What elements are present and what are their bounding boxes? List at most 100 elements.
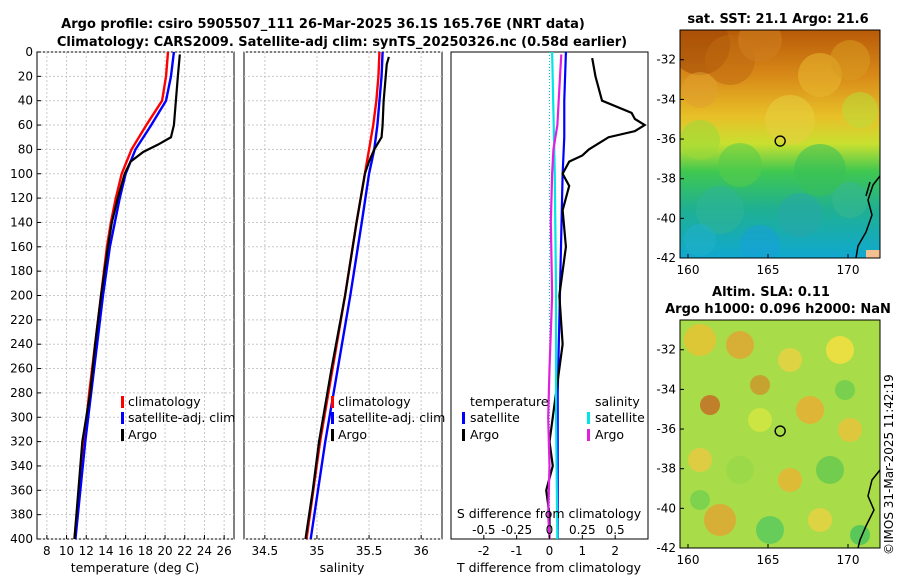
- sla-texture-patch: [816, 456, 844, 484]
- y-tick-label: 160: [10, 240, 33, 254]
- map-y-tick-label: -40: [656, 211, 676, 225]
- x-tick-label: 12: [79, 544, 94, 558]
- legend-label-climatology: climatology: [338, 394, 411, 409]
- series-line-argo: [73, 54, 181, 540]
- top-x-tick-label: -0.25: [501, 523, 532, 537]
- salinity-xlabel: salinity: [320, 560, 365, 575]
- legend-swatch-satellite: [121, 412, 124, 424]
- y-tick-label: 80: [18, 142, 33, 156]
- y-tick-label: 280: [10, 386, 33, 400]
- series-line-t-satellite: [556, 51, 568, 539]
- y-tick-label: 100: [10, 167, 33, 181]
- map-y-tick-label: -42: [656, 541, 676, 555]
- sst-texture-patch: [778, 193, 822, 237]
- sst-texture-patch: [718, 143, 762, 187]
- map-x-tick-label: 165: [757, 553, 780, 567]
- top-x-tick-label: 0.25: [569, 523, 596, 537]
- y-tick-label: 260: [10, 362, 33, 376]
- y-tick-label: 120: [10, 191, 33, 205]
- map-y-tick-label: -34: [656, 382, 676, 396]
- temperature-panel: 8 10 12 14 16 18 20 22 24 26020406080100120140160…: [10, 45, 235, 575]
- legend-swatch-climatology: [331, 396, 334, 408]
- y-tick-label: 400: [10, 532, 33, 546]
- sst-texture-patch: [696, 186, 744, 234]
- x-tick-label: 36: [414, 544, 429, 558]
- map-y-tick-label: -38: [656, 172, 676, 186]
- x-tick-label: 26: [217, 544, 232, 558]
- y-tick-label: 320: [10, 435, 33, 449]
- y-tick-label: 360: [10, 483, 33, 497]
- sla-texture-patch: [835, 380, 855, 400]
- sst-texture-patch: [680, 120, 720, 160]
- map-y-tick-label: -38: [656, 462, 676, 476]
- x-tick-label: 35.5: [356, 544, 383, 558]
- x-tick-label: 2: [611, 544, 619, 558]
- map-y-tick-label: -32: [656, 343, 676, 357]
- x-tick-label: 35: [309, 544, 324, 558]
- x-tick-label: 20: [157, 544, 172, 558]
- top-x-tick-label: -0.5: [472, 523, 495, 537]
- legend-swatch-s-argo: [587, 429, 590, 441]
- map-y-tick-label: -34: [656, 92, 676, 106]
- x-tick-label: 16: [118, 544, 133, 558]
- x-tick-label: 8: [43, 544, 51, 558]
- sla-texture-patch: [756, 516, 784, 544]
- map-x-tick-label: 160: [677, 553, 700, 567]
- difference-panel: -2 -1 0 1 2 T difference from climatology S …: [450, 51, 649, 575]
- sla-texture-patch: [690, 490, 710, 510]
- legend-label-argo: Argo: [128, 427, 157, 442]
- legend-label-t-satellite: satellite: [470, 410, 520, 425]
- sla-texture-patch: [726, 456, 754, 484]
- sla-map-subtitle: Argo h1000: 0.096 h2000: NaN: [665, 302, 891, 317]
- sst-map-title: sat. SST: 21.1 Argo: 21.6: [687, 12, 868, 27]
- series-line-s-satellite: [551, 51, 559, 540]
- sla-texture-patch: [748, 408, 772, 432]
- sst-texture-patch: [794, 144, 846, 196]
- y-tick-label: 340: [10, 459, 33, 473]
- y-tick-label: 60: [18, 118, 33, 132]
- legend-label-climatology: climatology: [128, 394, 201, 409]
- x-tick-label: 1: [579, 544, 587, 558]
- salinity-legend: climatology satellite-adj. clim Argo: [331, 394, 445, 442]
- sla-texture-patch: [808, 508, 832, 532]
- x-tick-label: 10: [59, 544, 74, 558]
- y-tick-label: 180: [10, 264, 33, 278]
- sst-land: [866, 250, 880, 258]
- legend-label-argo: Argo: [338, 427, 367, 442]
- sla-map-title: Altim. SLA: 0.11: [712, 285, 830, 300]
- sst-texture-patch: [682, 72, 718, 108]
- x-tick-label: -1: [511, 544, 523, 558]
- y-tick-label: 0: [25, 45, 33, 59]
- map-y-tick-label: -32: [656, 53, 676, 67]
- difference-top-xlabel: S difference from climatology: [457, 506, 642, 521]
- x-tick-label: 24: [197, 544, 212, 558]
- series-line-satellite-adj-clim: [74, 51, 176, 540]
- temperature-xlabel: temperature (deg C): [71, 560, 200, 575]
- y-tick-label: 240: [10, 337, 33, 351]
- map-y-tick-label: -40: [656, 501, 676, 515]
- y-tick-label: 300: [10, 410, 33, 424]
- legend-label-s-argo: Argo: [595, 427, 624, 442]
- sla-texture-patch: [750, 375, 770, 395]
- x-tick-label: 34.5: [251, 544, 278, 558]
- series-line-argo: [304, 56, 390, 540]
- title-line-2: Climatology: CARS2009. Satellite-adj cli…: [57, 35, 627, 50]
- legend-swatch-climatology: [121, 396, 124, 408]
- sla-texture-patch: [700, 395, 720, 415]
- legend-swatch-satellite: [331, 412, 334, 424]
- sla-texture-patch: [796, 396, 824, 424]
- credit-stamp: ©IMOS 31-Mar-2025 11:42:19: [882, 374, 896, 555]
- sla-axes-frame: [679, 319, 881, 549]
- map-y-tick-label: -36: [656, 422, 676, 436]
- legend-label-s-satellite: satellite: [595, 410, 645, 425]
- legend-label-satellite: satellite-adj. clim: [128, 410, 235, 425]
- x-tick-label: 18: [138, 544, 153, 558]
- legend-swatch-argo: [121, 429, 124, 441]
- sla-texture-patch: [778, 348, 802, 372]
- sst-texture-patch: [842, 92, 878, 128]
- sla-texture-patch: [688, 448, 712, 472]
- legend-title-temperature: temperature: [470, 394, 549, 409]
- difference-xlabel: T difference from climatology: [456, 560, 642, 575]
- sst-texture-patch: [832, 182, 868, 218]
